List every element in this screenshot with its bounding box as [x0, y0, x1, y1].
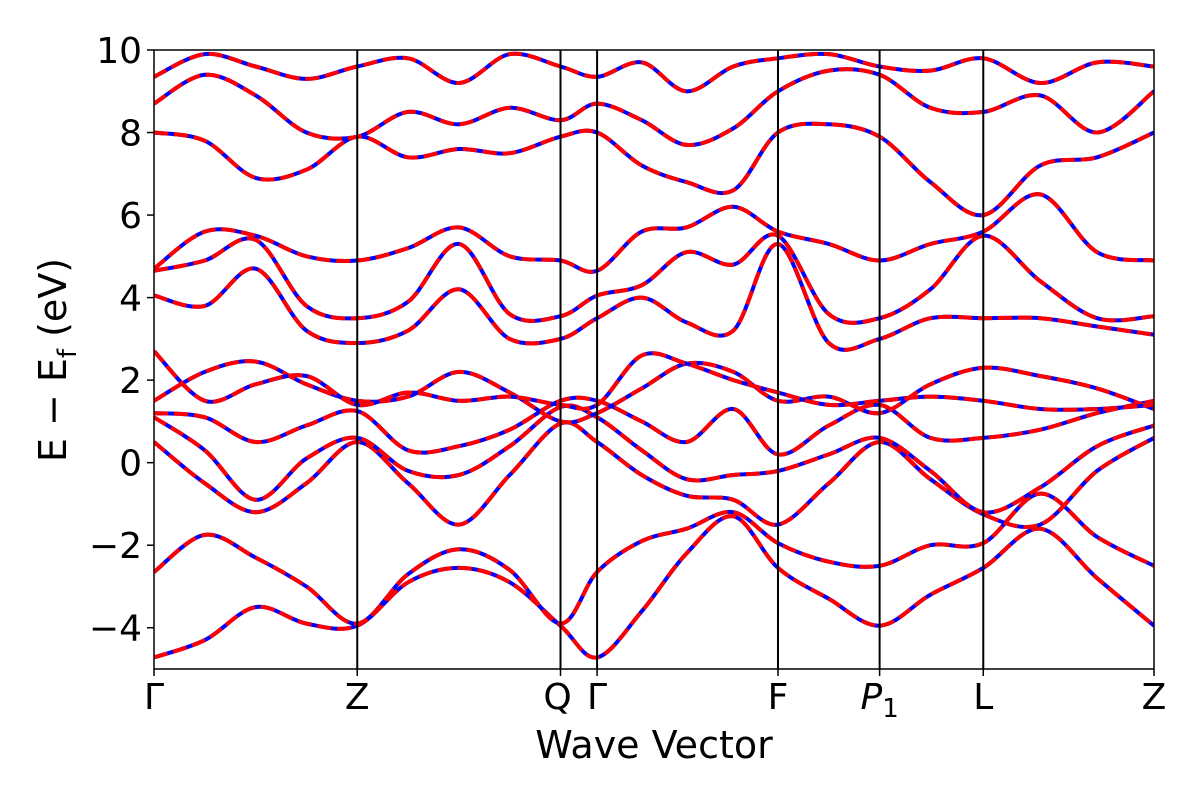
band-line-red: [154, 359, 1154, 425]
y-tick-label: 4: [119, 279, 142, 320]
y-tick-label: −4: [89, 609, 142, 650]
high-symmetry-lines: [356, 50, 985, 669]
x-axis-ticks: Γ Z Q Γ F P1 L Z: [144, 669, 1166, 724]
band-line-red: [154, 67, 1154, 147]
band-line-red: [154, 403, 1154, 515]
y-tick-label: 2: [119, 361, 142, 402]
band-line-red: [154, 395, 1154, 457]
band-line-red: [154, 232, 1154, 325]
y-axis-title-unit: (eV): [31, 258, 75, 349]
x-tick-label: L: [973, 677, 993, 718]
y-axis-title: E − Ef (eV): [31, 258, 83, 462]
x-tick-label: F: [768, 677, 789, 718]
band-lines: [154, 51, 1154, 660]
plot-frame: [153, 49, 1155, 670]
y-axis-ticks: −4 −2 0 2 4 6 8 10: [89, 31, 154, 650]
x-tick-label: P1: [860, 677, 898, 724]
band-line-blue: [154, 420, 1154, 530]
band-line-red: [154, 192, 1154, 274]
band-line-red: [154, 51, 1154, 94]
band-line-blue: [154, 491, 1154, 626]
y-tick-label: 0: [119, 444, 142, 485]
x-tick-label: Z: [1142, 677, 1167, 718]
y-tick-label: −2: [89, 526, 142, 567]
band-line-red: [154, 491, 1154, 626]
y-tick-label: 8: [119, 114, 142, 155]
x-axis-title: Wave Vector: [535, 723, 773, 767]
band-line-red: [154, 242, 1154, 352]
band-line-red: [154, 349, 1154, 412]
band-line-red: [154, 121, 1154, 218]
band-line-red: [154, 514, 1154, 660]
x-tick-label: Γ: [587, 677, 607, 718]
band-line-red: [154, 420, 1154, 530]
x-tick-label: Γ: [144, 677, 164, 718]
band-line-blue: [154, 242, 1154, 352]
y-axis-title-subscript: f: [53, 348, 83, 358]
x-tick-label: Q: [543, 677, 571, 718]
band-line-blue: [154, 51, 1154, 94]
x-tick-label: Z: [345, 677, 370, 718]
band-line-blue: [154, 192, 1154, 274]
y-axis-title-main: E − E: [31, 358, 75, 462]
y-tick-label: 6: [119, 196, 142, 237]
y-tick-label: 10: [96, 31, 142, 72]
